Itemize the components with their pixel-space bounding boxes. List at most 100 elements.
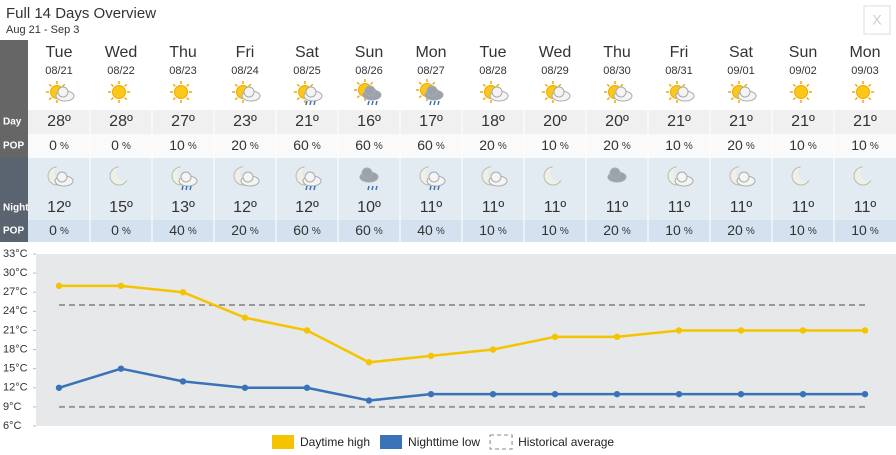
day-icon xyxy=(232,81,261,103)
day-icon xyxy=(354,79,382,106)
data-point xyxy=(737,390,745,398)
night-icon xyxy=(295,165,322,191)
day-icon xyxy=(852,81,874,103)
night-icon xyxy=(419,165,446,191)
night-pop: 10% xyxy=(479,222,507,238)
pop-value: 40 xyxy=(417,222,433,238)
sun xyxy=(856,85,870,99)
sun-ray xyxy=(172,97,176,101)
sun-ray xyxy=(310,83,314,87)
sun-ray xyxy=(806,83,810,87)
pop-value: 0 xyxy=(111,137,119,153)
sun-ray xyxy=(370,81,374,85)
degree: º xyxy=(746,199,752,216)
data-point xyxy=(675,390,683,398)
pop-value: 0 xyxy=(49,137,57,153)
day-pop: 0% xyxy=(49,137,69,153)
day-date: 08/27 xyxy=(417,65,445,77)
day-date: 08/29 xyxy=(541,65,569,77)
day-pop: 0% xyxy=(111,137,131,153)
sun xyxy=(174,85,188,99)
pop-unit: % xyxy=(560,141,569,152)
title: Full 14 Days Overview xyxy=(6,5,156,22)
pop-unit: % xyxy=(498,226,507,237)
temp-value: 21 xyxy=(295,113,313,130)
degree: º xyxy=(436,199,442,216)
close-label[interactable]: X xyxy=(872,12,882,28)
temp-value: 15 xyxy=(109,199,127,216)
data-point xyxy=(675,327,683,334)
rain-drop xyxy=(313,100,316,106)
cloud-puff xyxy=(243,86,255,98)
day-date: 09/01 xyxy=(727,65,755,77)
day-temp: 23º xyxy=(233,113,257,130)
sun-ray xyxy=(744,83,748,87)
sun-ray xyxy=(418,81,422,85)
legend-label: Nighttime low xyxy=(408,435,480,449)
night-temp: 12º xyxy=(295,199,319,216)
day-icon xyxy=(542,81,571,103)
data-point xyxy=(241,384,249,391)
moon-shadow xyxy=(798,165,814,181)
legend-label: Daytime high xyxy=(300,435,370,449)
temp-value: 13 xyxy=(171,199,189,216)
pop-value: 20 xyxy=(727,137,743,153)
day-temp: 17º xyxy=(419,113,443,130)
pop-value: 10 xyxy=(851,222,867,238)
day-name: Sat xyxy=(295,44,320,61)
night-pop: 10% xyxy=(665,222,693,238)
rain-drop xyxy=(189,185,192,191)
close-button[interactable] xyxy=(863,5,891,35)
day-icon xyxy=(480,81,509,103)
sun-ray xyxy=(186,97,190,101)
temp-value: 11 xyxy=(668,199,685,216)
pop-unit: % xyxy=(808,141,817,152)
sun-ray xyxy=(234,83,238,87)
cloud-puff xyxy=(304,171,316,183)
rain-drop xyxy=(429,185,432,191)
sun-ray xyxy=(418,95,422,99)
cloud-puff xyxy=(676,171,688,183)
data-point xyxy=(241,314,249,321)
data-point xyxy=(737,327,745,334)
row-label: POP xyxy=(3,141,24,152)
data-point xyxy=(179,289,187,296)
sun-ray xyxy=(544,83,548,87)
day-pop: 10% xyxy=(665,137,693,153)
day-name: Wed xyxy=(105,44,138,61)
series-line xyxy=(59,284,865,364)
sun-ray xyxy=(606,83,610,87)
night-pop: 20% xyxy=(603,222,631,238)
sun-ray xyxy=(730,97,734,101)
degree: º xyxy=(623,113,629,130)
day-pop: 10% xyxy=(851,137,879,153)
night-pop: 10% xyxy=(789,222,817,238)
sun-ray xyxy=(186,83,190,87)
night-pop: 10% xyxy=(851,222,879,238)
day-temp: 18º xyxy=(481,113,505,130)
rain-drop xyxy=(433,185,436,191)
cloud-puff xyxy=(609,167,621,179)
pop-unit: % xyxy=(374,226,383,237)
data-point xyxy=(489,346,497,353)
y-tick-label: 30°C xyxy=(3,267,28,279)
pop-value: 0 xyxy=(111,222,119,238)
data-point xyxy=(861,327,869,334)
night-temp: 10º xyxy=(357,199,381,216)
y-tick-label: 21°C xyxy=(3,324,28,336)
day-temp: 16º xyxy=(357,113,381,130)
day-pop: 10% xyxy=(169,137,197,153)
day-date: 08/26 xyxy=(355,65,383,77)
rain-drop xyxy=(437,185,440,191)
pop-value: 60 xyxy=(293,137,309,153)
temp-value: 12 xyxy=(295,199,313,216)
rain-drop xyxy=(305,185,308,191)
night-temp: 12º xyxy=(47,199,71,216)
sun-ray xyxy=(806,97,810,101)
pop-value: 60 xyxy=(293,222,309,238)
night-pop: 20% xyxy=(727,222,755,238)
plot-area xyxy=(36,254,896,426)
rain-drop xyxy=(371,100,374,106)
cloud-puff xyxy=(364,85,376,97)
